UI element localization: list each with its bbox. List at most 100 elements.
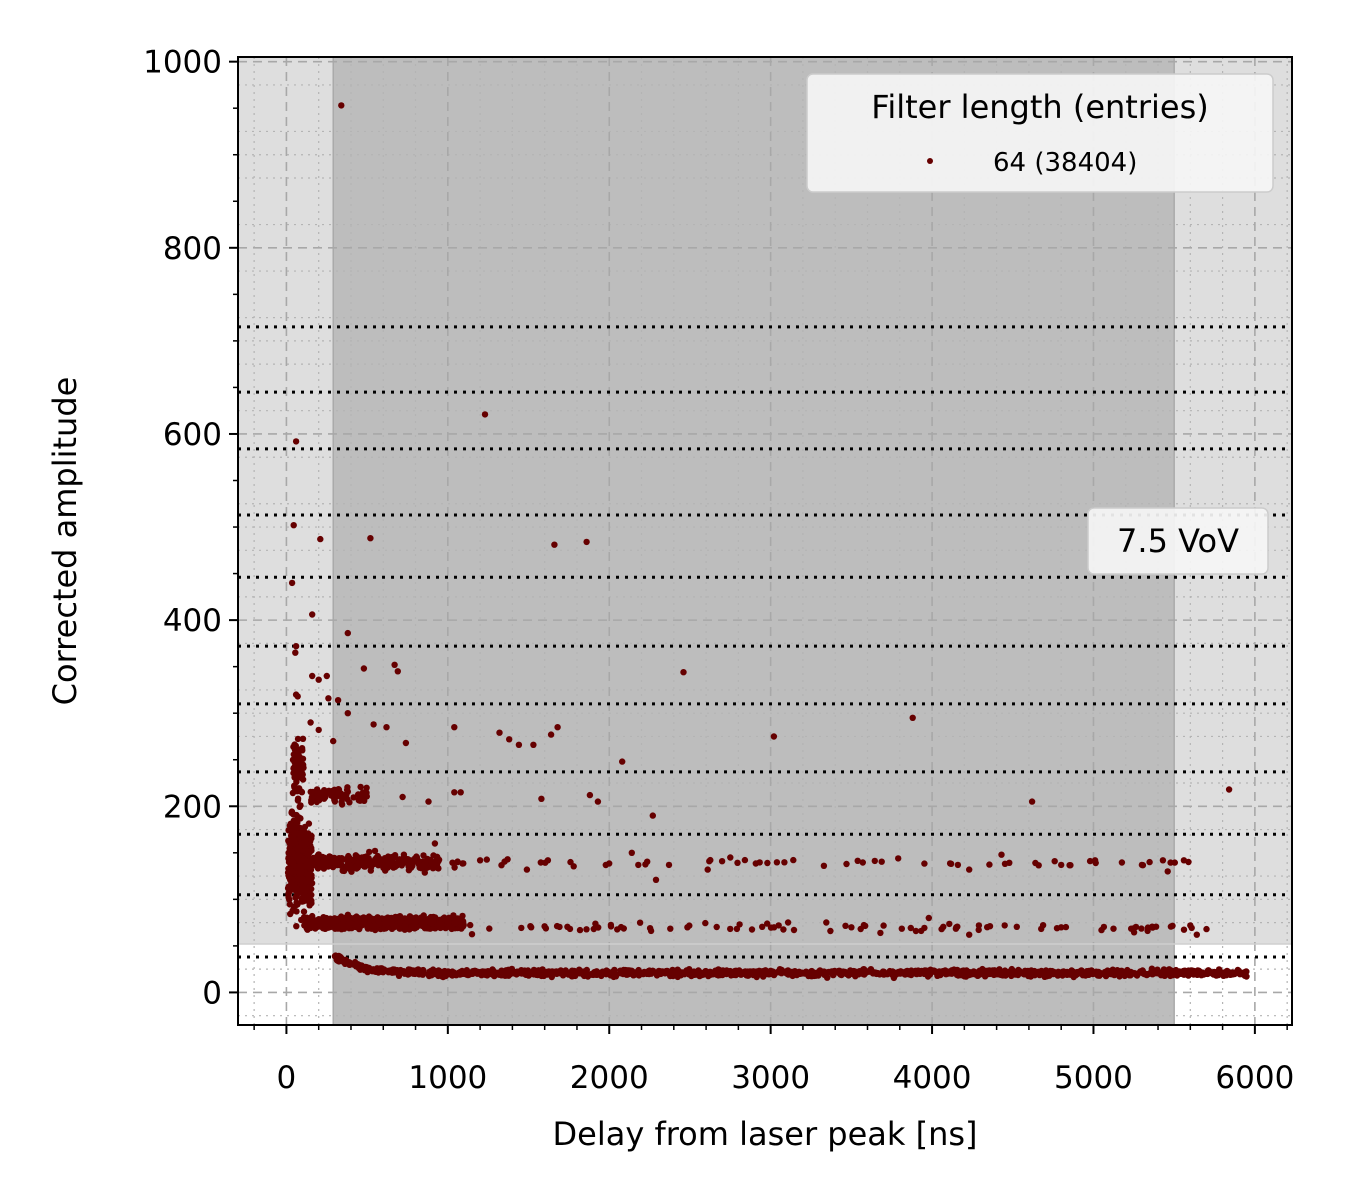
data-point: [410, 969, 417, 977]
data-point: [1206, 968, 1214, 975]
data-point: [344, 710, 351, 717]
data-point: [1215, 968, 1222, 976]
data-point: [606, 860, 613, 867]
data-point: [391, 968, 398, 975]
data-point: [339, 957, 346, 964]
data-point: [449, 859, 456, 866]
legend-entry-label: 64 (38404): [993, 148, 1137, 178]
data-point: [790, 856, 797, 864]
data-point: [288, 808, 296, 815]
data-point: [291, 763, 298, 771]
data-point: [324, 919, 331, 926]
data-point: [702, 919, 709, 927]
data-point: [831, 967, 838, 975]
data-point: [898, 925, 905, 932]
data-point: [1159, 857, 1167, 864]
data-point: [300, 764, 307, 771]
y-tick-label: 400: [163, 603, 222, 639]
data-point: [847, 969, 854, 977]
data-point: [292, 649, 299, 656]
annotation-background: [1087, 507, 1269, 575]
data-point: [1152, 923, 1160, 930]
data-point: [727, 854, 734, 861]
data-point: [321, 854, 328, 861]
data-point: [323, 672, 330, 680]
data-point: [419, 922, 426, 930]
data-point: [551, 541, 558, 548]
data-point: [298, 887, 305, 894]
data-point: [1003, 970, 1010, 978]
data-point: [293, 908, 300, 915]
data-point: [476, 857, 484, 864]
data-point: [808, 967, 815, 975]
data-point: [358, 794, 365, 801]
data-point: [362, 963, 369, 971]
data-point: [546, 970, 553, 978]
data-point: [1079, 972, 1087, 979]
data-point: [1118, 859, 1126, 866]
data-point: [998, 851, 1005, 858]
data-point: [297, 802, 304, 809]
data-point: [344, 788, 351, 795]
data-point: [641, 970, 648, 977]
data-point: [467, 921, 474, 929]
data-point: [759, 923, 766, 930]
data-point: [619, 758, 626, 765]
data-point: [586, 791, 594, 799]
y-tick-label: 1000: [143, 45, 222, 81]
data-point: [617, 923, 625, 931]
data-point: [313, 854, 320, 861]
data-point: [296, 772, 304, 779]
data-point: [750, 971, 757, 979]
data-point: [1110, 925, 1117, 932]
data-point: [901, 968, 909, 976]
annotation-box: 7.5 VoV: [1087, 507, 1269, 575]
data-point: [330, 737, 337, 745]
x-tick-label: 5000: [1054, 1060, 1133, 1096]
data-point: [667, 925, 674, 932]
data-point: [1146, 858, 1153, 866]
data-point: [290, 522, 297, 529]
data-point: [293, 923, 300, 930]
data-point: [1040, 970, 1047, 978]
data-point: [998, 969, 1005, 976]
data-point: [371, 847, 379, 855]
data-point: [301, 922, 308, 929]
data-point: [1243, 968, 1250, 975]
data-point: [425, 798, 432, 805]
data-point: [346, 959, 353, 966]
data-point: [296, 870, 304, 877]
data-point: [658, 969, 665, 976]
data-point: [334, 917, 341, 924]
data-point: [736, 921, 743, 928]
data-point: [764, 920, 771, 927]
data-point: [398, 862, 405, 869]
data-point: [1112, 970, 1119, 977]
data-point: [704, 866, 711, 873]
shaded-region: [333, 57, 1175, 1025]
data-point: [436, 920, 444, 927]
data-point: [538, 795, 545, 802]
data-point: [285, 849, 292, 856]
data-point: [1148, 967, 1155, 975]
data-point: [293, 886, 300, 894]
data-point: [308, 900, 315, 907]
data-point: [857, 925, 864, 933]
data-point: [288, 880, 295, 887]
data-point: [392, 863, 399, 870]
data-point: [730, 971, 738, 979]
data-point: [1167, 859, 1174, 866]
data-point: [926, 971, 934, 978]
data-point: [1031, 967, 1038, 975]
plot-frame: [237, 56, 1293, 1026]
data-point: [1078, 967, 1085, 974]
data-point: [317, 535, 324, 543]
data-point: [433, 968, 441, 976]
data-point: [299, 735, 307, 742]
data-point: [780, 926, 787, 933]
data-point: [976, 967, 983, 974]
data-point: [295, 814, 302, 821]
data-point: [713, 923, 720, 931]
data-point: [622, 966, 629, 974]
data-point: [781, 859, 788, 866]
